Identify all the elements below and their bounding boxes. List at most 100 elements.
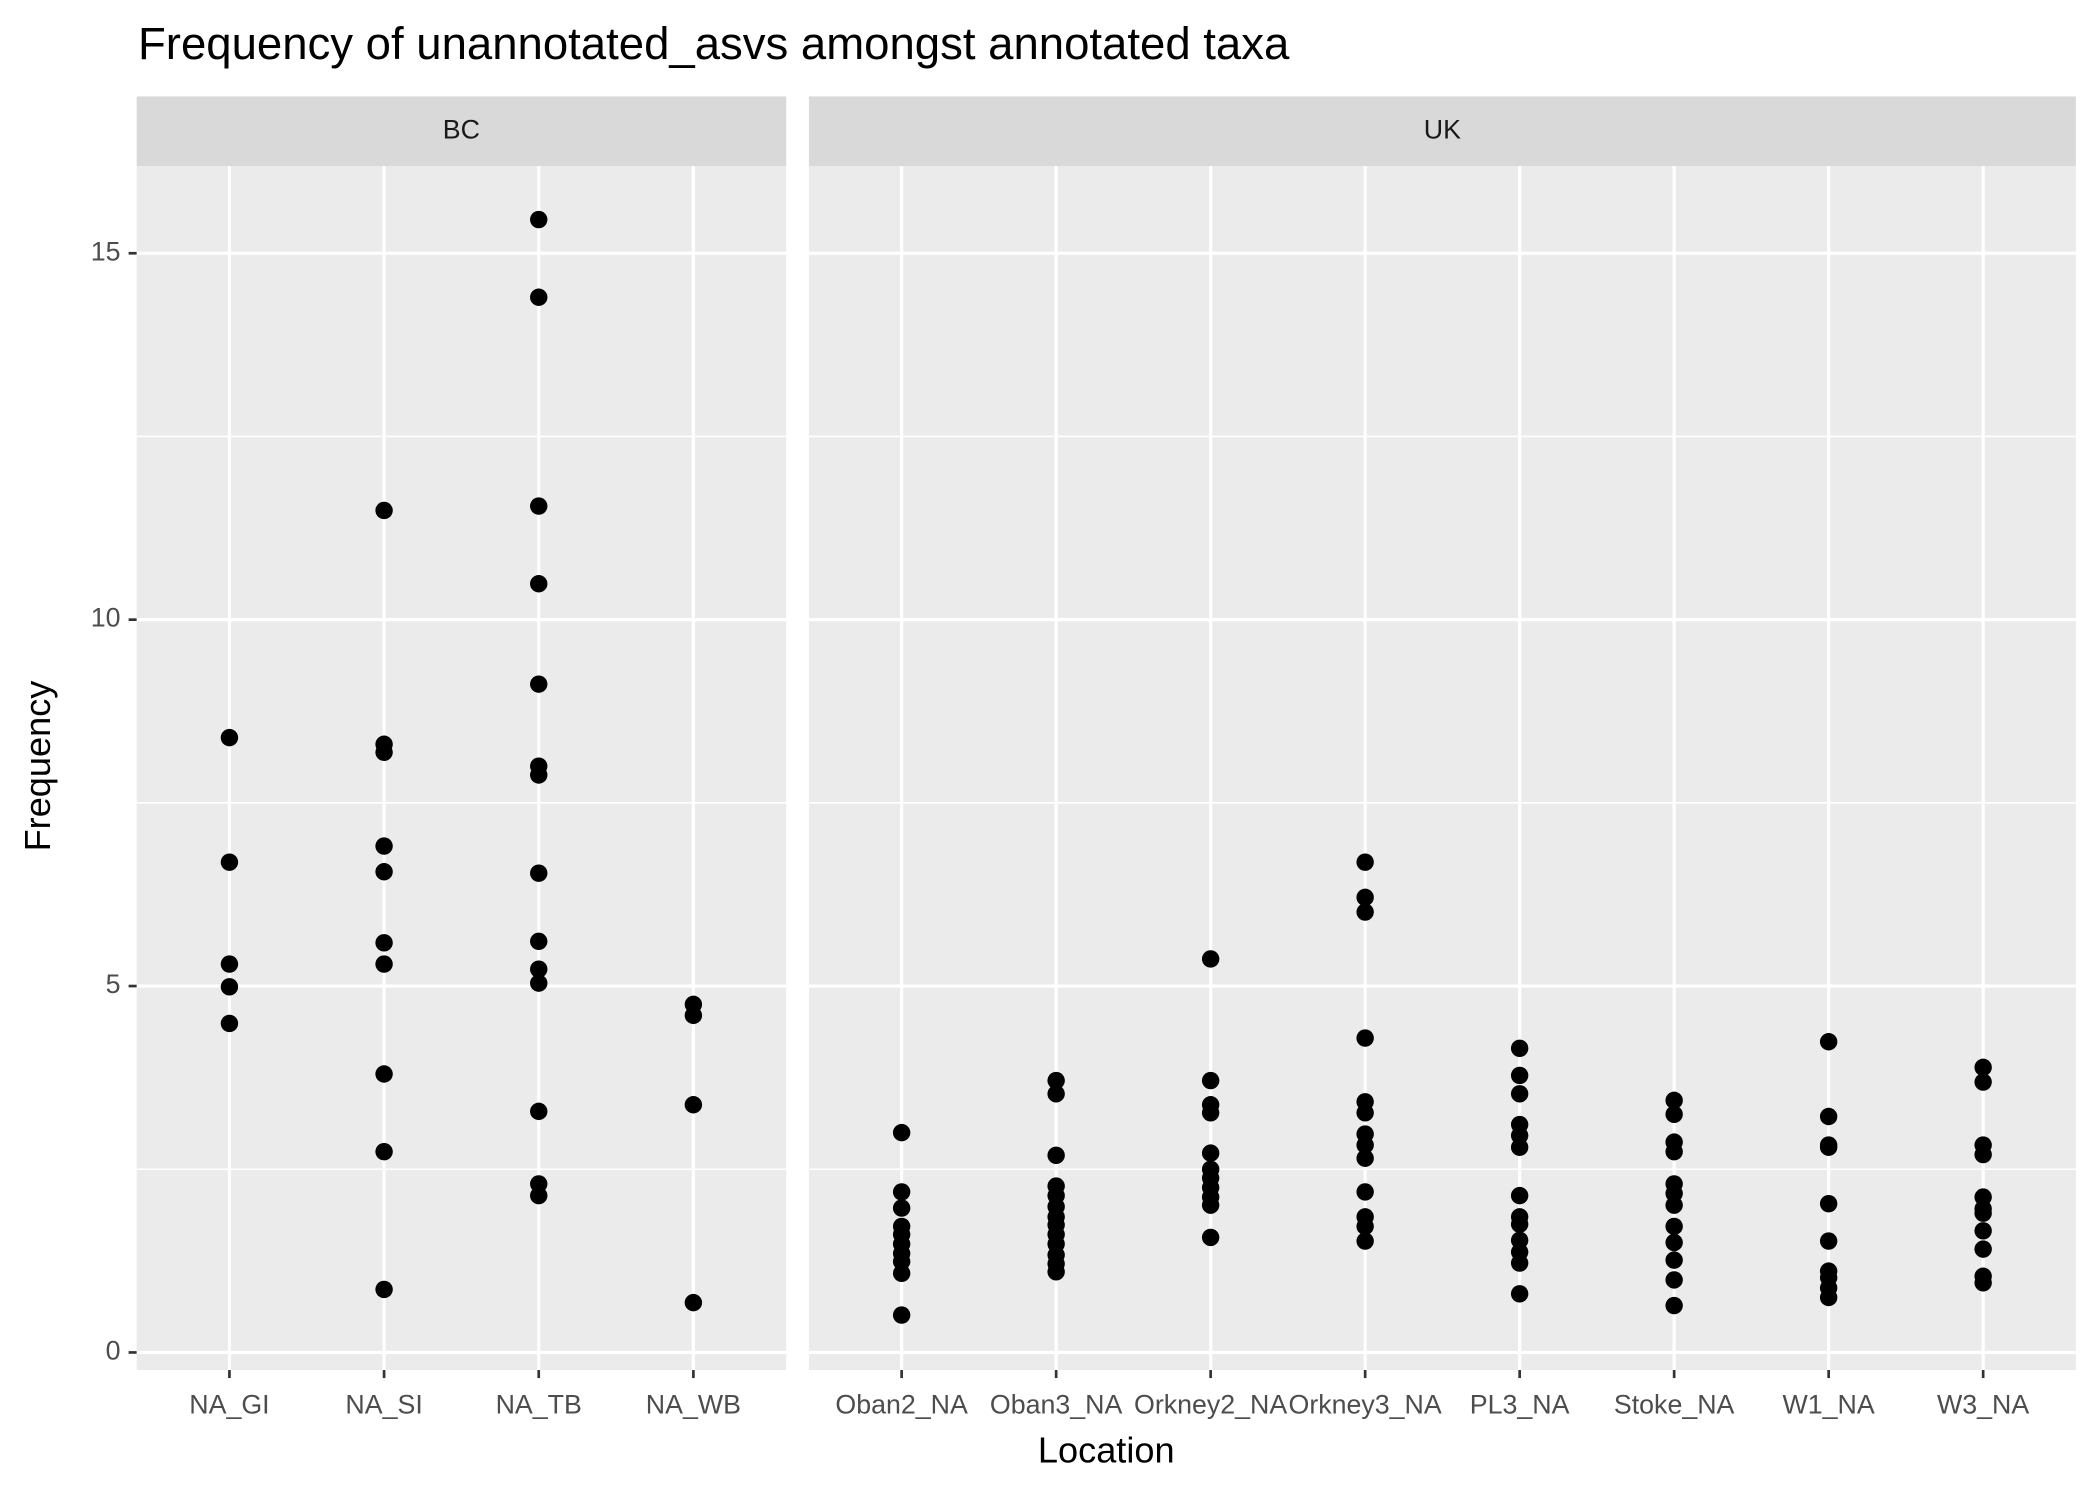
x-tick-label: PL3_NA <box>1470 1389 1570 1419</box>
x-tick-label: Orkney3_NA <box>1289 1389 1442 1419</box>
point <box>1356 903 1374 921</box>
point <box>1665 1271 1683 1289</box>
point <box>530 288 548 306</box>
y-tick-label: 15 <box>91 236 121 266</box>
point <box>1510 1186 1529 1205</box>
x-tick-label: Orkney2_NA <box>1134 1389 1287 1419</box>
point <box>220 955 239 973</box>
point <box>1047 1071 1065 1090</box>
x-tick-label: NA_SI <box>345 1389 422 1419</box>
point <box>1665 1105 1683 1123</box>
point <box>1665 1233 1683 1252</box>
point <box>1510 1254 1529 1272</box>
y-tick-label: 0 <box>106 1336 121 1366</box>
point <box>1665 1217 1683 1236</box>
point <box>220 728 239 747</box>
point <box>1510 1039 1529 1058</box>
strip-label: UK <box>1424 114 1461 144</box>
point <box>1974 1073 1992 1091</box>
point <box>1510 1215 1529 1233</box>
point <box>375 501 393 520</box>
point <box>530 1186 548 1205</box>
point <box>892 1264 911 1283</box>
point <box>530 575 548 593</box>
point <box>1510 1138 1529 1156</box>
point <box>684 1096 703 1114</box>
panel-background <box>808 166 2076 1371</box>
y-tick-label: 10 <box>91 603 121 633</box>
point <box>530 960 548 978</box>
point <box>1356 1183 1374 1201</box>
point <box>1974 1204 1992 1222</box>
point <box>1510 1285 1529 1303</box>
point <box>220 853 239 871</box>
x-tick-label: W1_NA <box>1783 1389 1875 1419</box>
point <box>375 955 393 973</box>
strip-label: BC <box>443 114 480 144</box>
point <box>1665 1196 1683 1214</box>
point <box>1201 1104 1220 1122</box>
point <box>1356 1217 1374 1236</box>
point <box>1510 1085 1529 1103</box>
point <box>530 932 548 951</box>
point <box>1201 950 1220 968</box>
point <box>1356 888 1374 907</box>
point <box>1047 1263 1065 1281</box>
point <box>892 1199 911 1217</box>
chart-title: Frequency of unannotated_asvs amongst an… <box>138 18 1290 69</box>
point <box>892 1306 911 1324</box>
point <box>1356 853 1374 871</box>
point <box>530 210 548 229</box>
point <box>1356 1029 1374 1047</box>
point <box>530 766 548 784</box>
strip-background <box>136 96 787 167</box>
point <box>1047 1085 1065 1103</box>
point <box>1047 1146 1065 1165</box>
strip-background <box>808 96 2076 167</box>
x-tick-label: Stoke_NA <box>1614 1389 1735 1419</box>
y-tick-label: 5 <box>106 969 121 999</box>
point <box>375 934 393 952</box>
point <box>375 837 393 855</box>
point <box>220 978 239 996</box>
point <box>1201 1071 1220 1090</box>
point <box>684 1006 703 1025</box>
point <box>375 1280 393 1299</box>
point <box>530 497 548 515</box>
point <box>1665 1091 1683 1110</box>
point <box>1356 1136 1374 1154</box>
point <box>1819 1232 1838 1250</box>
point <box>375 743 393 761</box>
point <box>1356 1232 1374 1250</box>
point <box>892 1183 911 1201</box>
point <box>1819 1288 1838 1307</box>
point <box>375 1142 393 1161</box>
x-tick-label: NA_GI <box>189 1389 269 1419</box>
point <box>1819 1033 1838 1051</box>
point <box>1665 1251 1683 1269</box>
point <box>1974 1274 1992 1292</box>
point <box>530 864 548 882</box>
point <box>1819 1138 1838 1156</box>
point <box>1356 1149 1374 1167</box>
point <box>1974 1058 1992 1077</box>
point <box>220 1014 239 1033</box>
point <box>1974 1222 1992 1240</box>
point <box>375 1065 393 1083</box>
point <box>530 974 548 992</box>
point <box>1201 1196 1220 1214</box>
point <box>375 863 393 881</box>
x-tick-label: W3_NA <box>1937 1389 2029 1419</box>
point <box>530 675 548 693</box>
point <box>1665 1296 1683 1315</box>
point <box>1665 1142 1683 1161</box>
point <box>892 1123 911 1142</box>
y-axis-title: Frequency <box>17 681 58 852</box>
x-axis-title: Location <box>1038 1430 1175 1471</box>
point <box>1974 1145 1992 1164</box>
point <box>1356 1104 1374 1122</box>
point <box>1510 1066 1529 1085</box>
x-tick-label: Oban3_NA <box>990 1389 1123 1419</box>
